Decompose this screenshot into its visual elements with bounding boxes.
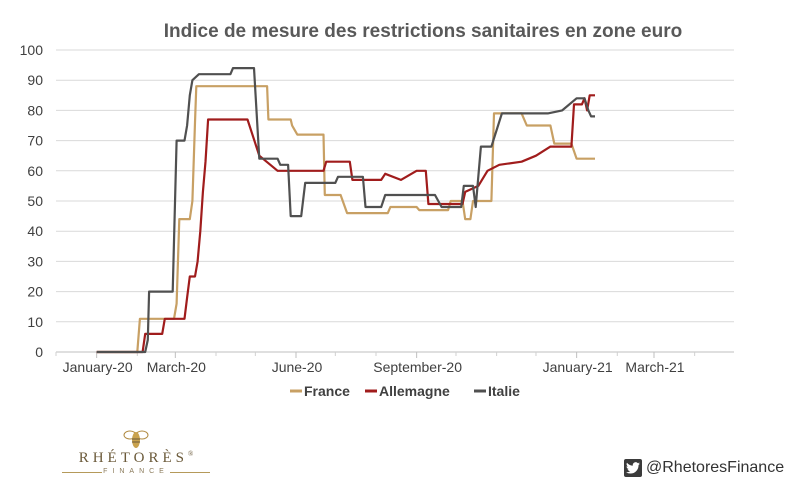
- twitter-icon: [624, 459, 642, 477]
- grid: [56, 49, 734, 353]
- series-line-france: [96, 85, 595, 354]
- y-tick-label: 40: [27, 223, 43, 239]
- y-tick-label: 100: [20, 42, 44, 58]
- series-line-allemagne: [96, 94, 595, 354]
- x-tick-label: March-21: [625, 359, 684, 375]
- logo-registered: ®: [187, 450, 194, 458]
- logo-divider-left: [62, 472, 102, 473]
- x-tick-label: January-21: [543, 359, 613, 375]
- legend-label-france: France: [304, 383, 350, 399]
- y-tick-label: 30: [27, 253, 43, 269]
- y-tick-label: 60: [27, 163, 43, 179]
- bee-icon: [123, 430, 149, 448]
- y-tick-label: 10: [27, 314, 43, 330]
- logo-name: RHÉTORÈS®: [56, 450, 216, 467]
- x-tick-label: March-20: [147, 359, 206, 375]
- y-tick-label: 90: [27, 72, 43, 88]
- x-tick-label: January-20: [63, 359, 133, 375]
- twitter-handle-block: @RhetoresFinance: [624, 458, 784, 478]
- rhetores-logo: RHÉTORÈS® FINANCE: [56, 428, 216, 478]
- logo-subtitle: FINANCE: [103, 468, 169, 475]
- twitter-handle[interactable]: @RhetoresFinance: [646, 459, 785, 476]
- x-tick-label: September-20: [373, 359, 462, 375]
- y-tick-label: 20: [27, 284, 43, 300]
- x-tick-label: June-20: [272, 359, 323, 375]
- y-tick-label: 80: [27, 102, 43, 118]
- legend: France Allemagne Italie: [290, 383, 520, 399]
- x-axis-ticks: January-20 March-20 June-20 September-20 Jan…: [55, 352, 696, 375]
- y-tick-label: 50: [27, 193, 43, 209]
- legend-label-allemagne: Allemagne: [379, 383, 450, 399]
- logo-name-text: RHÉTORÈS: [78, 450, 188, 466]
- logo-divider-right: [170, 472, 210, 473]
- y-axis-ticks: 0 10 20 30 40 50 60 70 80 90 100: [20, 42, 44, 360]
- y-tick-label: 70: [27, 133, 43, 149]
- legend-label-italie: Italie: [488, 383, 520, 399]
- series-lines: [96, 67, 595, 354]
- series-line-italie: [96, 67, 595, 354]
- y-tick-label: 0: [35, 344, 43, 360]
- chart-title: Indice de mesure des restrictions sanita…: [164, 21, 682, 42]
